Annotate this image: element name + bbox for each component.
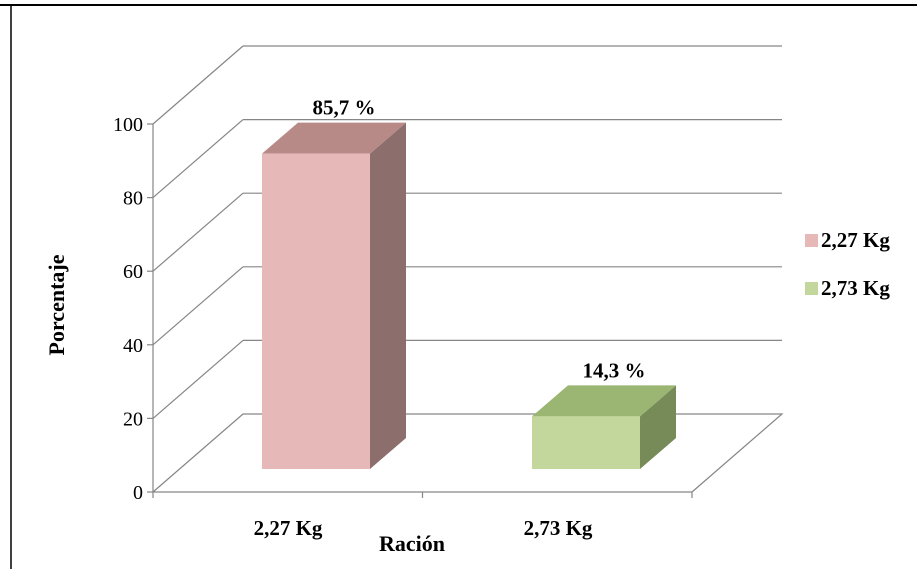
gridline-side-100 [152, 45, 244, 125]
bar-layer [262, 122, 676, 470]
bar-1-side [370, 122, 406, 470]
y-tick-label-100: 100 [113, 114, 143, 136]
floor-layer [152, 413, 784, 493]
y-axis-title: Porcentaje [44, 254, 69, 355]
y-tick-label-60: 60 [123, 261, 143, 283]
x-tick-label-2: 2,73 Kg [524, 516, 593, 540]
x-tick-label-1: 2,27 Kg [254, 516, 323, 540]
legend-swatch-1 [805, 234, 818, 247]
label-layer: 85,7 % 14,3 % 2,27 Kg 2,73 Kg [254, 96, 646, 540]
bar-1-front [262, 153, 370, 469]
y-tick-label-20: 20 [123, 408, 143, 430]
gridline-side-60 [152, 192, 244, 272]
bar-2-front [532, 416, 640, 469]
legend-label-1: 2,27 Kg [821, 228, 890, 252]
y-tick-label-0: 0 [133, 482, 143, 504]
bar-1-top [262, 122, 406, 154]
legend-swatch-2 [805, 282, 818, 295]
legend: 2,27 Kg 2,73 Kg [805, 228, 890, 300]
data-label-1: 85,7 % [313, 96, 376, 120]
grid-layer [152, 45, 782, 419]
data-label-2: 14,3 % [583, 358, 646, 382]
chart-floor [152, 413, 784, 493]
gridline-side-40 [152, 266, 244, 346]
y-tick-label-80: 80 [123, 188, 143, 210]
axis-layer: 0 20 40 60 80 100 [113, 114, 693, 504]
bar-2-top [532, 385, 676, 417]
x-axis-title: Ración [379, 531, 445, 556]
gridline-side-20 [152, 339, 244, 419]
y-tick-label-40: 40 [123, 335, 143, 357]
legend-label-2: 2,73 Kg [821, 276, 890, 300]
gridline-side-80 [152, 119, 244, 199]
bar-2-side [640, 385, 676, 469]
